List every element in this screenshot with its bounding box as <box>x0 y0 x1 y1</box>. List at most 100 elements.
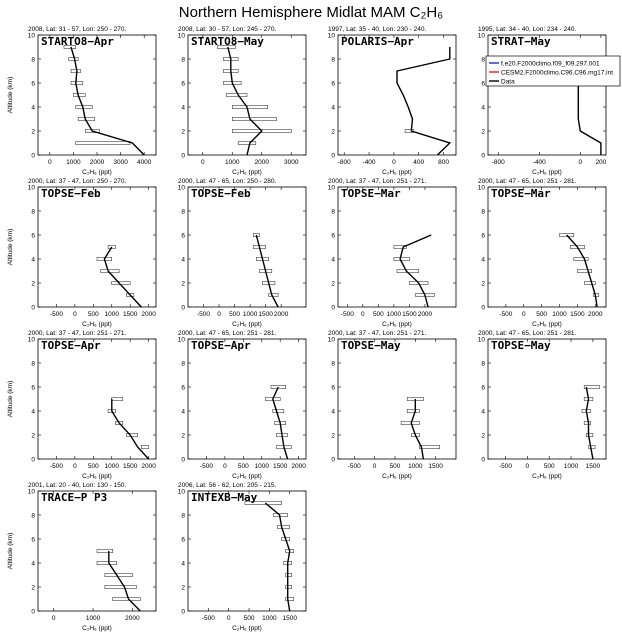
x-tick-label: 500 <box>390 463 401 470</box>
x-tick-label: 2000 <box>125 615 140 622</box>
panel-title: STRAT−May <box>491 35 551 48</box>
series-line-data <box>566 234 598 308</box>
range-box <box>237 141 257 145</box>
plot-frame <box>37 34 157 156</box>
range-box <box>70 69 81 73</box>
range-box <box>268 293 279 297</box>
range-box <box>393 257 410 261</box>
y-tick-label: 0 <box>181 456 185 463</box>
panel-title: POLARIS−Apr <box>341 35 414 48</box>
x-axis-label: C₂H₆ (ppt) <box>82 625 112 632</box>
y-tick-label: 8 <box>31 208 35 215</box>
y-tick-label: 4 <box>331 104 335 111</box>
y-tick-label: 6 <box>181 232 185 239</box>
x-tick-label: 3000 <box>284 159 299 166</box>
y-tick-label: 10 <box>28 488 36 495</box>
y-tick-label: 10 <box>328 184 336 191</box>
panel-title: INTEXB−May <box>191 491 258 504</box>
x-tick-label: -500 <box>50 311 63 318</box>
y-tick-label: 2 <box>481 128 485 135</box>
y-tick-label: 6 <box>481 232 485 239</box>
x-axis-label: C₂H₆ (ppt) <box>382 169 412 176</box>
y-axis-label: Altitude (km) <box>7 533 14 569</box>
panel-subtitle: 2000, Lat: 47 - 65, Lon: 251 - 281. <box>478 330 576 337</box>
figure-title: Northern Hemisphere Midlat MAM C₂H₆ <box>179 4 443 21</box>
panel-3: 1997, Lat: 35 - 40, Lon: 230 - 240. 0 2 4 6 8… <box>328 26 457 176</box>
y-tick-label: 4 <box>181 408 185 415</box>
y-tick-label: 6 <box>31 536 35 543</box>
range-box <box>70 81 84 85</box>
panel-subtitle: 2000, Lat: 37 - 47, Lon: 251 - 271. <box>328 330 426 337</box>
y-tick-label: 6 <box>481 384 485 391</box>
y-tick-label: 0 <box>31 304 35 311</box>
range-box <box>277 525 290 529</box>
y-tick-label: 4 <box>481 408 485 415</box>
x-tick-label: 1500 <box>123 463 138 470</box>
x-tick-label: -500 <box>499 311 512 318</box>
panel-title: TOPSE−Mar <box>491 187 551 200</box>
plot-frame <box>37 338 157 460</box>
y-tick-label: 8 <box>181 360 185 367</box>
plot-frame <box>187 186 307 308</box>
plot-frame <box>37 490 157 612</box>
x-tick-label: 0 <box>361 311 365 318</box>
series-line-data <box>264 502 291 612</box>
panel-subtitle: 2000, Lat: 47 - 65, Lon: 251 - 281. <box>178 330 276 337</box>
x-tick-label: 0 <box>579 159 583 166</box>
series-line-data <box>585 386 594 460</box>
x-tick-label: 1500 <box>586 463 601 470</box>
panel-grid: 2008, Lat: 31 - 57, Lon: 250 - 270. 0 2 4 6 8… <box>7 26 607 632</box>
x-tick-label: 1000 <box>105 463 120 470</box>
x-tick-label: 2000 <box>291 463 306 470</box>
panel-1: 2008, Lat: 31 - 57, Lon: 250 - 270. 0 2 4 6 8… <box>7 26 157 176</box>
panel-6: 2000, Lat: 47 - 65, Lon: 250 - 280. 0 2 4 6 8… <box>178 178 307 328</box>
x-tick-label: 1500 <box>258 311 273 318</box>
x-tick-label: 1500 <box>273 463 288 470</box>
y-tick-label: 4 <box>31 408 35 415</box>
range-box <box>226 93 248 97</box>
y-tick-label: 2 <box>331 432 335 439</box>
panel-title: STARTO8−Apr <box>41 35 114 48</box>
y-tick-label: 2 <box>31 280 35 287</box>
series-line-data <box>399 234 432 308</box>
y-tick-label: 0 <box>181 304 185 311</box>
x-axis-label: C₂H₆ (ppt) <box>232 321 262 328</box>
range-box <box>126 293 135 297</box>
x-tick-label: 1500 <box>428 463 443 470</box>
y-tick-label: 8 <box>331 360 335 367</box>
y-tick-label: 0 <box>31 152 35 159</box>
plot-frame <box>487 34 607 156</box>
panel-14: 2006, Lat: 56 - 62, Lon: 205 - 215. 0 2 4 6 8… <box>178 482 307 632</box>
x-tick-label: 500 <box>88 311 99 318</box>
y-tick-label: 8 <box>481 208 485 215</box>
range-box <box>84 129 100 133</box>
panel-title: TOPSE−Apr <box>191 339 251 352</box>
y-tick-label: 4 <box>181 256 185 263</box>
panel-10: 2000, Lat: 47 - 65, Lon: 251 - 281. 0 2 4 6 8… <box>178 330 307 480</box>
x-axis-label: C₂H₆ (ppt) <box>382 321 412 328</box>
range-box <box>75 105 93 109</box>
x-tick-label: 500 <box>536 311 547 318</box>
x-tick-label: 1500 <box>570 311 585 318</box>
x-tick-label: 2000 <box>255 159 270 166</box>
range-box <box>96 561 117 565</box>
y-tick-label: 0 <box>31 608 35 615</box>
x-tick-label: 500 <box>373 311 384 318</box>
y-tick-label: 2 <box>181 584 185 591</box>
y-tick-label: 6 <box>181 536 185 543</box>
x-tick-label: 500 <box>244 615 255 622</box>
x-tick-label: 1000 <box>225 159 240 166</box>
panel-title: TOPSE−Feb <box>191 187 251 200</box>
x-axis-label: C₂H₆ (ppt) <box>532 321 562 328</box>
x-tick-label: 1500 <box>123 311 138 318</box>
plot-frame <box>337 34 457 156</box>
y-tick-label: 0 <box>181 152 185 159</box>
x-tick-label: 0 <box>223 463 227 470</box>
x-tick-label: 2000 <box>418 311 433 318</box>
range-box <box>285 597 295 601</box>
range-box <box>107 245 116 249</box>
y-tick-label: 6 <box>31 232 35 239</box>
x-tick-label: 500 <box>88 463 99 470</box>
x-tick-label: 1000 <box>66 159 81 166</box>
range-box <box>63 45 76 49</box>
